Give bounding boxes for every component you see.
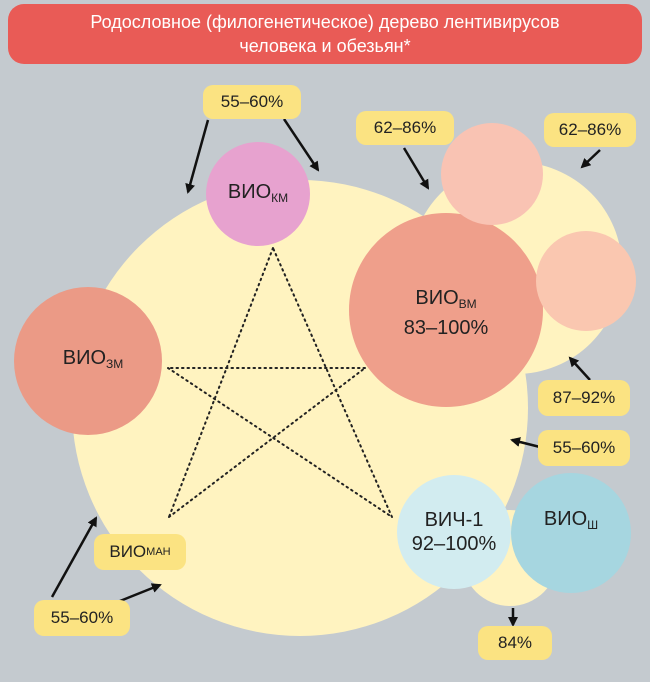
arrow-55-to-main-bottom	[50, 516, 98, 598]
tag-84: 84%	[478, 626, 552, 660]
tag-55-60-right-text: 55–60%	[552, 438, 616, 457]
arrow-55-to-main	[185, 119, 210, 194]
siv-sh-main: ВИО	[543, 508, 588, 530]
tag-84-text: 84%	[497, 633, 533, 652]
tag-62-86-right: 62–86%	[544, 113, 636, 147]
siv-km-circle	[206, 142, 310, 246]
siv-vm-main: ВИО	[415, 287, 459, 309]
hiv1-circle	[397, 475, 511, 589]
siv-zm-label: ВИОЗМ	[48, 346, 138, 376]
arrow-55-right	[510, 437, 541, 449]
tag-62-86-right-text: 62–86%	[558, 120, 622, 139]
siv-km-main: ВИО	[227, 181, 272, 203]
star-connections	[167, 247, 393, 518]
tag-62-86-left: 62–86%	[356, 111, 454, 145]
title-line-2: человека и обезьян*	[239, 36, 411, 56]
siv-vm-value: 83–100%	[403, 317, 489, 339]
tag-siv-man-main: ВИО	[109, 542, 147, 561]
peach-right-circle	[536, 231, 636, 331]
siv-zm-sub: ЗМ	[106, 357, 124, 371]
siv-sh-sub: Ш	[587, 518, 599, 532]
arrow-87-92	[568, 356, 591, 381]
tag-55-60-right: 55–60%	[538, 430, 630, 466]
siv-vm-sub: ВМ	[458, 297, 477, 311]
hiv1-value: 92–100%	[411, 533, 497, 555]
siv-vm-circle	[349, 213, 543, 407]
tag-87-92-text: 87–92%	[552, 388, 616, 407]
tag-55-60-bottom-text: 55–60%	[50, 608, 114, 627]
tag-55-60-top: 55–60%	[203, 85, 301, 119]
peach-top-circle	[441, 123, 543, 225]
hiv1-main: ВИЧ-1	[424, 509, 484, 531]
arrow-55-to-km	[282, 118, 320, 172]
tag-62-86-left-text: 62–86%	[373, 118, 437, 137]
tag-siv-man: ВИО МАН	[94, 534, 186, 570]
tag-55-60-bottom: 55–60%	[34, 600, 130, 636]
arrow-62-left	[402, 147, 430, 190]
siv-sh-label: ВИОШ	[531, 507, 611, 537]
tag-siv-man-sub: МАН	[146, 546, 171, 558]
tag-55-60-top-text: 55–60%	[220, 92, 284, 111]
siv-km-label: ВИОКМ	[218, 180, 298, 210]
siv-km-sub: КМ	[271, 191, 289, 205]
title-banner: Родословное (филогенетическое) дерево ле…	[8, 4, 642, 64]
siv-zm-circle	[14, 287, 162, 435]
arrow-62-right	[580, 149, 601, 169]
title-line-1: Родословное (филогенетическое) дерево ле…	[90, 12, 560, 32]
hiv1-label: ВИЧ-1 92–100%	[400, 508, 508, 556]
siv-vm-label: ВИОВМ 83–100%	[386, 286, 506, 340]
siv-sh-circle	[511, 473, 631, 593]
tag-87-92: 87–92%	[538, 380, 630, 416]
siv-zm-main: ВИО	[62, 347, 107, 369]
